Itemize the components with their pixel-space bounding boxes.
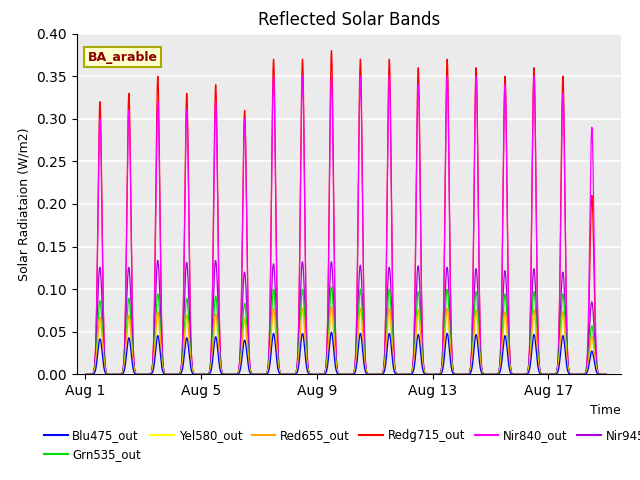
Blu475_out <box>594 371 602 377</box>
Yel580_out <box>400 372 408 377</box>
Blu475_out <box>602 372 610 377</box>
Redg715_out <box>82 372 90 377</box>
Nir945_out <box>82 372 90 377</box>
Line: Redg715_out: Redg715_out <box>86 51 606 374</box>
Blu475_out <box>328 329 335 335</box>
Y-axis label: Solar Radiataion (W/m2): Solar Radiataion (W/m2) <box>18 127 31 281</box>
Redg715_out <box>328 48 335 54</box>
Nir840_out <box>493 372 500 377</box>
Red655_out <box>221 372 228 377</box>
Red655_out <box>602 372 610 377</box>
Nir840_out <box>111 372 119 377</box>
Yel580_out <box>82 372 90 377</box>
Redg715_out <box>408 370 415 375</box>
Nir945_out <box>221 372 228 377</box>
Line: Yel580_out: Yel580_out <box>86 310 606 374</box>
Redg715_out <box>111 372 119 377</box>
Yel580_out <box>493 372 500 377</box>
Nir945_out <box>212 258 220 264</box>
Blu475_out <box>493 372 500 377</box>
Grn535_out <box>328 284 335 290</box>
Nir840_out <box>82 372 90 377</box>
Red655_out <box>400 372 408 377</box>
Yel580_out <box>328 307 335 312</box>
Nir840_out <box>221 372 228 377</box>
Redg715_out <box>602 372 610 377</box>
Nir945_out <box>493 372 500 377</box>
Grn535_out <box>221 372 228 377</box>
Red655_out <box>493 372 500 377</box>
Yel580_out <box>111 372 119 377</box>
Nir840_out <box>400 372 408 377</box>
Nir945_out <box>400 372 408 377</box>
X-axis label: Time: Time <box>590 404 621 417</box>
Red655_out <box>82 372 90 377</box>
Grn535_out <box>408 370 415 376</box>
Nir945_out <box>602 372 610 377</box>
Grn535_out <box>82 372 90 377</box>
Line: Grn535_out: Grn535_out <box>86 287 606 374</box>
Grn535_out <box>493 372 500 377</box>
Blu475_out <box>408 371 415 377</box>
Nir945_out <box>111 372 119 377</box>
Grn535_out <box>594 370 602 375</box>
Grn535_out <box>111 372 119 377</box>
Title: Reflected Solar Bands: Reflected Solar Bands <box>258 11 440 29</box>
Nir945_out <box>594 369 602 374</box>
Red655_out <box>111 372 119 377</box>
Line: Nir945_out: Nir945_out <box>86 261 606 374</box>
Line: Blu475_out: Blu475_out <box>86 332 606 374</box>
Yel580_out <box>221 372 228 377</box>
Yel580_out <box>408 371 415 376</box>
Yel580_out <box>594 370 602 376</box>
Redg715_out <box>400 372 408 377</box>
Redg715_out <box>594 369 602 374</box>
Blu475_out <box>221 372 228 377</box>
Red655_out <box>328 303 335 309</box>
Grn535_out <box>400 372 408 377</box>
Nir840_out <box>602 372 610 377</box>
Blu475_out <box>111 372 119 377</box>
Nir945_out <box>408 370 415 375</box>
Nir840_out <box>408 370 415 376</box>
Red655_out <box>408 370 415 376</box>
Blu475_out <box>400 372 408 377</box>
Line: Nir840_out: Nir840_out <box>86 76 606 374</box>
Redg715_out <box>221 372 228 377</box>
Blu475_out <box>82 372 90 377</box>
Red655_out <box>594 370 602 376</box>
Legend: Blu475_out, Grn535_out, Yel580_out, Red655_out, Redg715_out, Nir840_out, Nir945_: Blu475_out, Grn535_out, Yel580_out, Red6… <box>39 425 640 466</box>
Line: Red655_out: Red655_out <box>86 306 606 374</box>
Nir840_out <box>594 368 602 373</box>
Grn535_out <box>602 372 610 377</box>
Text: BA_arable: BA_arable <box>88 51 157 64</box>
Nir840_out <box>530 73 538 79</box>
Redg715_out <box>493 372 500 377</box>
Yel580_out <box>602 372 610 377</box>
